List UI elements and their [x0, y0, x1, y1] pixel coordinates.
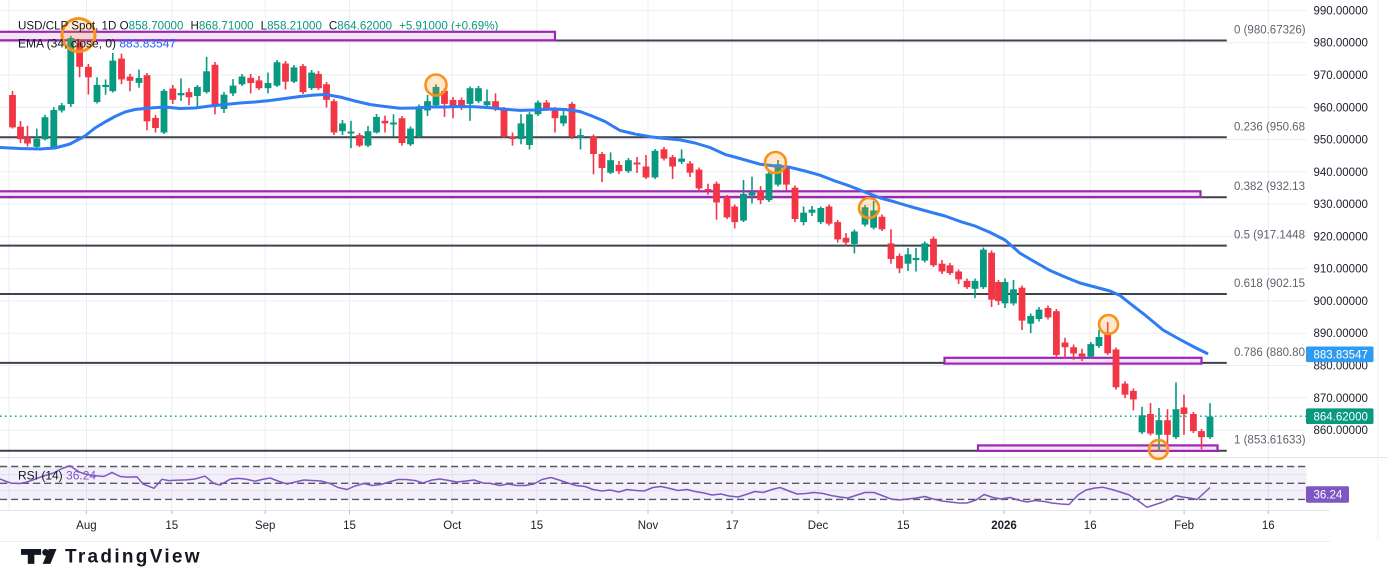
svg-text:0 (980.67326): 0 (980.67326) — [1234, 25, 1306, 37]
svg-text:870.00000: 870.00000 — [1314, 393, 1368, 405]
svg-text:910.00000: 910.00000 — [1314, 264, 1368, 276]
svg-text:Sep: Sep — [255, 520, 275, 532]
svg-text:Aug: Aug — [76, 520, 96, 532]
svg-text:860.00000: 860.00000 — [1314, 425, 1368, 437]
svg-text:0.5 (917.1448: 0.5 (917.1448 — [1234, 230, 1305, 242]
svg-text:Nov: Nov — [638, 520, 659, 532]
svg-text:930.00000: 930.00000 — [1314, 199, 1368, 211]
svg-text:970.00000: 970.00000 — [1314, 70, 1368, 82]
svg-text:36.24: 36.24 — [1314, 490, 1343, 502]
svg-text:920.00000: 920.00000 — [1314, 231, 1368, 243]
svg-text:950.00000: 950.00000 — [1314, 135, 1368, 147]
svg-text:0.382 (932.13: 0.382 (932.13 — [1234, 181, 1305, 193]
svg-text:0.618 (902.15: 0.618 (902.15 — [1234, 278, 1305, 290]
svg-text:0.786 (880.80: 0.786 (880.80 — [1234, 347, 1305, 359]
svg-text:Dec: Dec — [808, 520, 829, 532]
svg-text:Oct: Oct — [443, 520, 462, 532]
svg-text:2026: 2026 — [991, 520, 1017, 532]
svg-text:17: 17 — [726, 520, 739, 532]
svg-text:TradingView: TradingView — [65, 547, 202, 568]
svg-text:16: 16 — [1262, 520, 1275, 532]
svg-text:883.83547: 883.83547 — [1314, 350, 1368, 362]
svg-text:990.00000: 990.00000 — [1314, 5, 1368, 17]
svg-text:864.62000: 864.62000 — [1314, 411, 1368, 423]
svg-text:900.00000: 900.00000 — [1314, 296, 1368, 308]
svg-text:0.236 (950.68: 0.236 (950.68 — [1234, 121, 1305, 133]
svg-text:RSI (14) 36.24: RSI (14) 36.24 — [18, 469, 96, 483]
svg-text:16: 16 — [1084, 520, 1097, 532]
svg-text:Feb: Feb — [1174, 520, 1194, 532]
svg-text:15: 15 — [530, 520, 543, 532]
svg-text:880.00000: 880.00000 — [1314, 361, 1368, 373]
svg-text:15: 15 — [897, 520, 910, 532]
svg-text:960.00000: 960.00000 — [1314, 102, 1368, 114]
svg-text:940.00000: 940.00000 — [1314, 167, 1368, 179]
svg-text:980.00000: 980.00000 — [1314, 38, 1368, 50]
svg-text:890.00000: 890.00000 — [1314, 328, 1368, 340]
svg-text:15: 15 — [165, 520, 178, 532]
svg-text:EMA (34, close, 0) 883.83547: EMA (34, close, 0) 883.83547 — [18, 37, 176, 51]
svg-text:15: 15 — [343, 520, 356, 532]
svg-text:1 (853.61633): 1 (853.61633) — [1234, 435, 1306, 447]
